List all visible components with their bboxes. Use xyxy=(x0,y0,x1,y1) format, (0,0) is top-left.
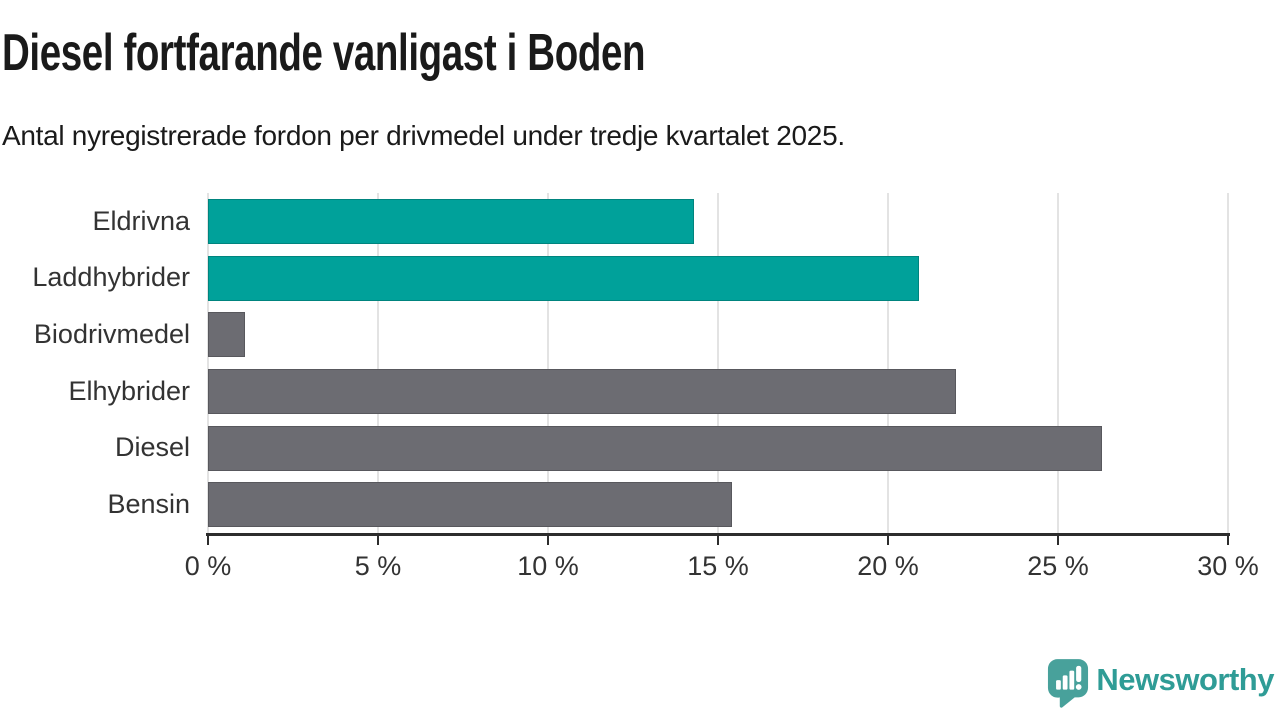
x-axis-tick-label-0: 0 % xyxy=(184,551,232,581)
x-axis-tick-30 xyxy=(1227,536,1229,545)
x-axis-tick-label-15: 15 % xyxy=(687,551,749,581)
x-axis-tick-label-30: 30 % xyxy=(1197,551,1259,581)
chart-title: Diesel fortfarande vanligast i Boden xyxy=(2,24,646,82)
brand-name: Newsworthy xyxy=(1096,661,1274,697)
bar-diesel xyxy=(208,425,1103,471)
bar-laddhybrider xyxy=(208,255,919,301)
x-axis-tick-15 xyxy=(717,536,719,545)
x-axis-line xyxy=(206,533,1230,536)
bar-biodrivmedel xyxy=(208,312,246,358)
x-axis-tick-5 xyxy=(377,536,379,545)
gridline-30 xyxy=(1227,193,1229,533)
brand-logo: Newsworthy xyxy=(1047,658,1274,708)
category-label-biodrivmedel: Biodrivmedel xyxy=(33,319,190,350)
gridline-0 xyxy=(207,193,209,533)
x-axis-tick-label-25: 25 % xyxy=(1027,551,1089,581)
gridline-20 xyxy=(886,193,889,533)
gridline-25 xyxy=(1057,193,1059,533)
y-axis-category-labels: Eldrivna Laddhybrider Biodrivmedel Elhybrid… xyxy=(0,193,190,533)
category-label-bensin: Bensin xyxy=(107,489,190,520)
plot-area xyxy=(207,193,1229,533)
x-axis-tick-label-20: 20 % xyxy=(857,551,919,581)
gridline-10 xyxy=(546,193,549,533)
x-axis-tick-0 xyxy=(207,536,209,545)
category-label-elhybrider: Elhybrider xyxy=(68,375,190,406)
x-axis-tick-label-5: 5 % xyxy=(354,551,402,581)
category-label-diesel: Diesel xyxy=(114,432,190,463)
category-label-laddhybrider: Laddhybrider xyxy=(32,262,190,293)
x-axis-tick-label-10: 10 % xyxy=(517,551,579,581)
x-axis-tick-25 xyxy=(1057,536,1059,545)
bar-eldrivna xyxy=(208,198,695,244)
x-axis-tick-10 xyxy=(547,536,549,545)
newsworthy-logo-icon xyxy=(1048,659,1089,708)
gridline-5 xyxy=(376,193,379,533)
bar-bensin xyxy=(208,482,732,528)
chart-subtitle: Antal nyregistrerade fordon per drivmede… xyxy=(2,120,845,151)
x-axis-tick-20 xyxy=(887,536,889,545)
gridline-15 xyxy=(717,193,719,533)
bar-elhybrider xyxy=(208,368,956,414)
category-label-eldrivna: Eldrivna xyxy=(92,205,190,236)
